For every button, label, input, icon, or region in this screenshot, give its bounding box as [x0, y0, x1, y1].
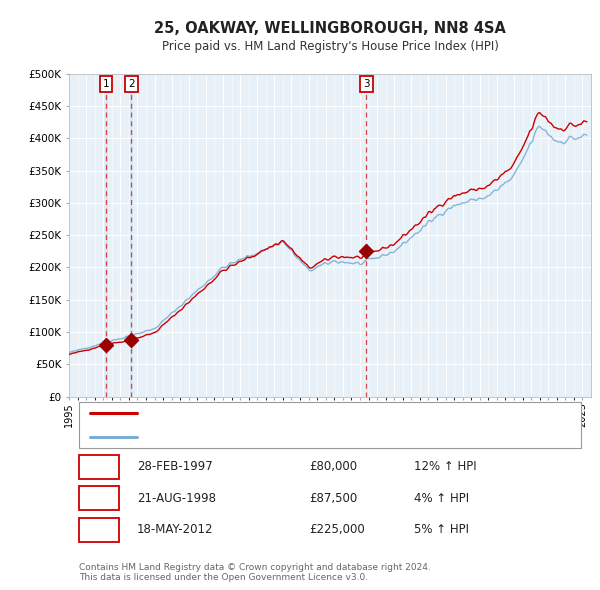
Text: 18-MAY-2012: 18-MAY-2012	[137, 523, 214, 536]
Text: 28-FEB-1997: 28-FEB-1997	[137, 460, 212, 473]
Bar	[105, 74, 107, 396]
FancyBboxPatch shape	[79, 455, 119, 479]
Bar	[130, 74, 132, 396]
FancyBboxPatch shape	[79, 486, 119, 510]
Text: HPI: Average price, detached house, North Northamptonshire: HPI: Average price, detached house, Nort…	[150, 432, 486, 442]
Text: 25, OAKWAY, WELLINGBOROUGH, NN8 4SA: 25, OAKWAY, WELLINGBOROUGH, NN8 4SA	[154, 21, 506, 35]
Text: 25, OAKWAY, WELLINGBOROUGH, NN8 4SA (detached house): 25, OAKWAY, WELLINGBOROUGH, NN8 4SA (det…	[150, 408, 485, 418]
Text: 12% ↑ HPI: 12% ↑ HPI	[413, 460, 476, 473]
Text: £87,500: £87,500	[309, 491, 358, 504]
Text: Contains HM Land Registry data © Crown copyright and database right 2024.
This d: Contains HM Land Registry data © Crown c…	[79, 563, 431, 582]
Text: 1: 1	[103, 79, 109, 89]
Text: 5% ↑ HPI: 5% ↑ HPI	[413, 523, 469, 536]
Text: 3: 3	[94, 523, 101, 536]
Text: 1: 1	[94, 460, 101, 473]
Text: 2: 2	[128, 79, 134, 89]
FancyBboxPatch shape	[79, 402, 581, 448]
Text: Price paid vs. HM Land Registry's House Price Index (HPI): Price paid vs. HM Land Registry's House …	[161, 40, 499, 53]
FancyBboxPatch shape	[79, 517, 119, 542]
Text: 4% ↑ HPI: 4% ↑ HPI	[413, 491, 469, 504]
Text: 2: 2	[94, 491, 101, 504]
Text: £80,000: £80,000	[309, 460, 357, 473]
Text: 21-AUG-1998: 21-AUG-1998	[137, 491, 216, 504]
Text: 3: 3	[363, 79, 370, 89]
Text: £225,000: £225,000	[309, 523, 365, 536]
